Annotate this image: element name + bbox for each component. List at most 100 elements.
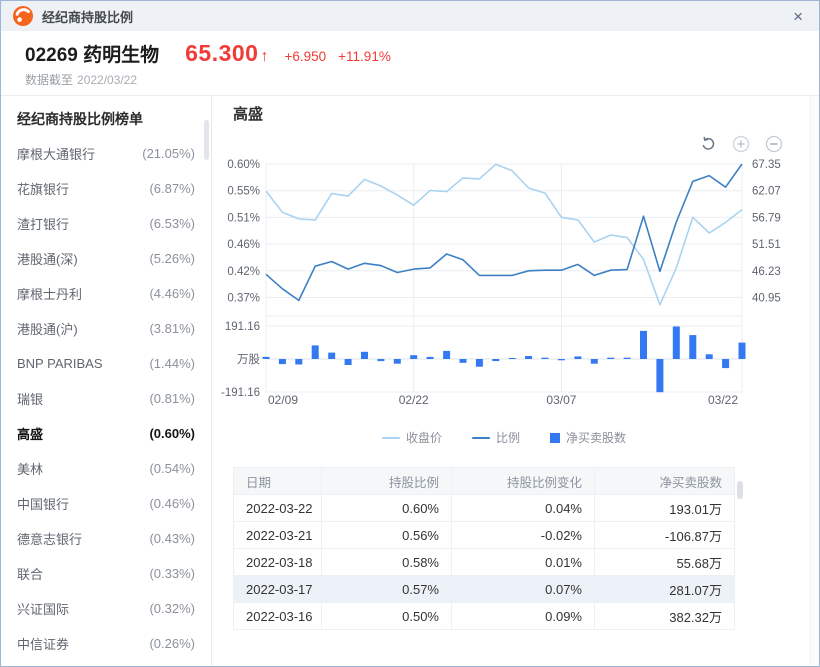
svg-text:0.60%: 0.60% bbox=[227, 159, 260, 171]
broker-list-item[interactable]: 摩根大通银行 (21.05%) bbox=[17, 136, 195, 171]
broker-holding-pct: (0.32%) bbox=[149, 601, 195, 616]
stock-header: 02269 药明生物 65.300 ↑ +6.950 +11.91% 数据截至 2… bbox=[1, 31, 819, 96]
broker-list-item[interactable]: 渣打银行 (6.53%) bbox=[17, 206, 195, 241]
legend-item-close-price[interactable]: 收盘价 bbox=[381, 429, 442, 446]
table-cell: 0.07% bbox=[451, 575, 595, 603]
table-header: 净买卖股数 bbox=[594, 467, 735, 495]
broker-list-item[interactable]: 美林 (0.54%) bbox=[17, 451, 195, 486]
broker-list-item[interactable]: 港股通(沪) (3.81%) bbox=[17, 311, 195, 346]
broker-name: 渣打银行 bbox=[17, 217, 70, 232]
svg-text:191.16: 191.16 bbox=[225, 321, 260, 333]
legend-label: 比例 bbox=[495, 431, 520, 445]
broker-list-item[interactable]: BNP PARIBAS (1.44%) bbox=[17, 346, 195, 381]
legend-item-ratio[interactable]: 比例 bbox=[471, 429, 520, 446]
broker-name: 花旗银行 bbox=[17, 182, 70, 197]
close-icon[interactable]: × bbox=[793, 6, 803, 26]
zoom-in-icon[interactable] bbox=[732, 135, 750, 153]
broker-list-item[interactable]: 德意志银行 (0.43%) bbox=[17, 521, 195, 556]
broker-name: 中信证券 bbox=[17, 637, 70, 652]
data-as-of: 数据截至 2022/03/22 bbox=[25, 73, 138, 87]
stock-price: 65.300 bbox=[185, 40, 259, 66]
svg-text:0.55%: 0.55% bbox=[227, 186, 260, 198]
table-cell: 0.01% bbox=[451, 548, 595, 576]
svg-text:0.37%: 0.37% bbox=[227, 293, 260, 305]
svg-text:03/07: 03/07 bbox=[546, 393, 576, 407]
table-cell: 2022-03-17 bbox=[233, 575, 322, 603]
selected-broker-title: 高盛 bbox=[233, 106, 264, 123]
svg-text:0.46%: 0.46% bbox=[227, 239, 260, 251]
bar-swatch-icon bbox=[550, 432, 560, 443]
broker-list-item[interactable]: 兴证国际 (0.32%) bbox=[17, 591, 195, 626]
line-swatch-icon bbox=[471, 436, 490, 439]
table-cell: -0.02% bbox=[451, 521, 595, 549]
chart-legend: 收盘价 比例 净买卖股数 bbox=[266, 429, 742, 446]
broker-holding-pct: (0.54%) bbox=[149, 461, 195, 476]
svg-text:62.07: 62.07 bbox=[752, 186, 781, 198]
reset-zoom-icon[interactable] bbox=[699, 135, 717, 153]
broker-name: 德意志银行 bbox=[17, 532, 83, 547]
broker-list: 摩根大通银行 (21.05%) 花旗银行 (6.87%) 渣打银行 (6.53%) 港股通(… bbox=[17, 136, 195, 661]
broker-name: 港股通(沪) bbox=[17, 322, 78, 337]
sidebar-scrollbar[interactable] bbox=[204, 120, 209, 160]
table-scrollbar[interactable] bbox=[737, 481, 743, 499]
table-row[interactable]: 2022-03-21 0.56% -0.02% -106.87万 bbox=[233, 521, 735, 549]
main-scrollbar-track[interactable] bbox=[810, 96, 819, 666]
svg-text:51.51: 51.51 bbox=[752, 239, 781, 251]
legend-label: 净买卖股数 bbox=[566, 431, 627, 445]
broker-name: 高盛 bbox=[17, 427, 44, 442]
broker-detail-panel: 高盛 0.60% 0.55% 0.51% 0.46% 0.42% 0.37% 67.35 62… bbox=[212, 96, 820, 666]
table-cell: 0.57% bbox=[321, 575, 452, 603]
svg-text:0.51%: 0.51% bbox=[227, 212, 260, 224]
legend-item-net-shares[interactable]: 净买卖股数 bbox=[550, 429, 626, 446]
broker-name: 中国银行 bbox=[17, 497, 70, 512]
broker-holding-pct: (0.26%) bbox=[149, 636, 195, 651]
zoom-out-icon[interactable] bbox=[765, 135, 783, 153]
broker-holding-pct: (3.81%) bbox=[149, 321, 195, 336]
price-change: +6.950 bbox=[284, 49, 327, 64]
table-cell: 193.01万 bbox=[594, 494, 735, 522]
table-row[interactable]: 2022-03-22 0.60% 0.04% 193.01万 bbox=[233, 494, 735, 522]
broker-list-item[interactable]: 高盛 (0.60%) bbox=[17, 416, 195, 451]
price-up-arrow-icon: ↑ bbox=[260, 48, 269, 65]
table-cell: 2022-03-18 bbox=[233, 548, 322, 576]
broker-holding-pct: (0.43%) bbox=[149, 531, 195, 546]
broker-list-item[interactable]: 花旗银行 (6.87%) bbox=[17, 171, 195, 206]
table-header: 持股比例变化 bbox=[451, 467, 595, 495]
svg-text:56.79: 56.79 bbox=[752, 212, 781, 224]
broker-list-item[interactable]: 摩根士丹利 (4.46%) bbox=[17, 276, 195, 311]
table-cell: 0.04% bbox=[451, 494, 595, 522]
broker-list-item[interactable]: 港股通(深) (5.26%) bbox=[17, 241, 195, 276]
broker-list-item[interactable]: 中国银行 (0.46%) bbox=[17, 486, 195, 521]
app-logo-icon bbox=[13, 6, 33, 26]
titlebar: 经纪商持股比例 × bbox=[1, 1, 819, 31]
broker-holding-pct: (0.81%) bbox=[149, 391, 195, 406]
broker-holding-pct: (1.44%) bbox=[149, 356, 195, 371]
svg-text:40.95: 40.95 bbox=[752, 293, 781, 305]
legend-label: 收盘价 bbox=[405, 431, 442, 445]
svg-text:03/22: 03/22 bbox=[708, 393, 738, 407]
table-header: 持股比例 bbox=[321, 467, 452, 495]
price-change-percent: +11.91% bbox=[338, 49, 391, 64]
table-row[interactable]: 2022-03-17 0.57% 0.07% 281.07万 bbox=[233, 575, 735, 603]
table-cell: -106.87万 bbox=[594, 521, 735, 549]
broker-holding-pct: (21.05%) bbox=[142, 146, 195, 161]
table-row[interactable]: 2022-03-18 0.58% 0.01% 55.68万 bbox=[233, 548, 735, 576]
svg-text:-191.16: -191.16 bbox=[221, 387, 260, 399]
svg-text:万股: 万股 bbox=[237, 353, 260, 366]
table-cell: 2022-03-16 bbox=[233, 602, 322, 630]
broker-list-item[interactable]: 瑞银 (0.81%) bbox=[17, 381, 195, 416]
holding-ratio-chart[interactable]: 0.60% 0.55% 0.51% 0.46% 0.42% 0.37% 67.35 62.07… bbox=[212, 96, 820, 416]
broker-list-item[interactable]: 联合 (0.33%) bbox=[17, 556, 195, 591]
broker-list-sidebar: 经纪商持股比例榜单 摩根大通银行 (21.05%) 花旗银行 (6.87%) 渣打银行 (… bbox=[1, 96, 212, 666]
chart-toolbar bbox=[699, 135, 783, 153]
broker-name: 兴证国际 bbox=[17, 602, 70, 617]
broker-name: 港股通(深) bbox=[17, 252, 78, 267]
table-cell: 0.60% bbox=[321, 494, 452, 522]
broker-list-item[interactable]: 中信证券 (0.26%) bbox=[17, 626, 195, 661]
broker-holding-pct: (0.46%) bbox=[149, 496, 195, 511]
table-cell: 0.58% bbox=[321, 548, 452, 576]
table-row[interactable]: 2022-03-16 0.50% 0.09% 382.32万 bbox=[233, 602, 735, 630]
svg-text:02/09: 02/09 bbox=[268, 393, 298, 407]
broker-holding-pct: (4.46%) bbox=[149, 286, 195, 301]
